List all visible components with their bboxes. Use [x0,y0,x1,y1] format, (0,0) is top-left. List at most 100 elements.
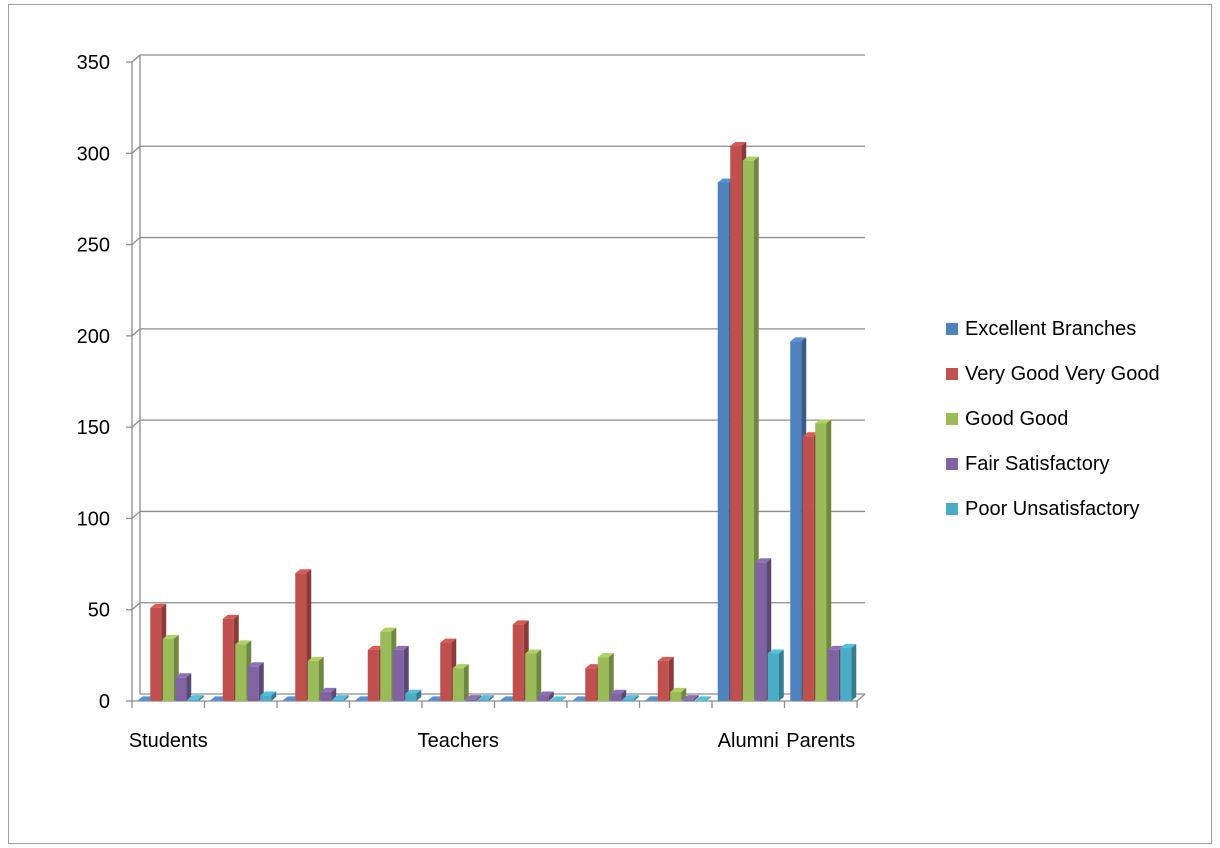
bar-front [355,700,367,701]
bar-front [767,653,779,701]
bar-side [621,689,627,701]
bar-top [525,649,542,654]
bar-front [452,668,464,701]
bar-front [162,638,174,701]
bar [682,695,699,701]
bar-top [367,645,384,650]
bar-top [440,638,457,643]
y-tick-label: 0 [99,691,110,713]
gridline-side [131,419,141,428]
bar-front [367,649,379,701]
bar-side [536,649,542,701]
bar-top [210,696,227,701]
bar-front [440,642,452,701]
bar-top [320,687,337,692]
bar-side [318,656,324,701]
bar-top [150,603,167,608]
bar-top [742,156,759,161]
bar-side [463,664,469,701]
bar-front [730,145,742,702]
bar-top [657,656,674,661]
y-tick-label: 50 [88,600,110,622]
bar-side [186,673,192,701]
bar-side [826,419,832,701]
bar-top [235,640,252,645]
bar-front [427,700,439,701]
bar-top [295,569,312,574]
bar-front [840,648,852,701]
bar-top [827,645,844,650]
bar-top [137,696,154,701]
x-tick-label: Alumni [718,730,779,752]
bar-front [210,700,222,701]
legend-swatch [946,323,958,335]
y-tick-label: 150 [77,417,110,439]
bar-top [597,653,614,658]
bar-front [572,700,584,701]
bar-front [282,700,294,701]
gridline-side [131,237,141,246]
legend-swatch [946,368,958,380]
bar-top [572,696,589,701]
bar-top [670,687,687,692]
bar-top [645,696,662,701]
bar-top [500,696,517,701]
bar [392,645,409,701]
bar [332,695,349,701]
bar-side [778,649,784,701]
bar-front [815,423,827,701]
bar-front [537,695,549,701]
bar-top [427,696,444,701]
bar [525,649,542,701]
bar-side [608,653,614,701]
bar-top [622,695,639,700]
bar-top [512,620,529,625]
bar-front [550,700,562,701]
bar-front [477,699,489,701]
bar-top [477,695,494,700]
bar-top [790,337,807,342]
x-tick-label: Parents [786,730,855,752]
bar-front [405,693,417,701]
gridline-side [131,510,141,519]
bar [610,689,627,701]
legend: Excellent Branches Very Good Very Good Goo… [946,318,1160,520]
bar [260,691,277,701]
bar-front [525,653,537,701]
bar-top [767,649,784,654]
bar-side [416,689,422,701]
y-tick-label: 200 [77,326,110,348]
bar [537,691,554,701]
bar-front [597,657,609,701]
bar-top [260,691,277,696]
bar-front [622,699,634,701]
y-tick-label: 100 [77,508,110,530]
bar-top [755,558,772,563]
bars [137,141,857,702]
bar-front [610,693,622,701]
bar [247,662,264,701]
bar [815,419,832,701]
gridline-side [131,54,141,63]
bar-top [695,696,712,701]
legend-label: Good Good [965,408,1068,430]
bar-side [271,691,277,701]
legend-swatch [946,503,958,515]
bar-side [561,696,567,701]
bar-top [537,691,554,696]
bar-front [512,624,524,701]
gridline-side [131,328,141,337]
bar-side [343,695,349,701]
bar-top [610,689,627,694]
bar-front [585,668,597,701]
bar-front [260,695,272,701]
bar-side [693,695,699,701]
bar-front [187,699,199,701]
bar-front [150,607,162,701]
bar-side [403,645,409,701]
bar-top [585,664,602,669]
bar-front [295,573,307,701]
bar-top [162,634,179,639]
bar [657,656,674,701]
bar-top [682,695,699,700]
